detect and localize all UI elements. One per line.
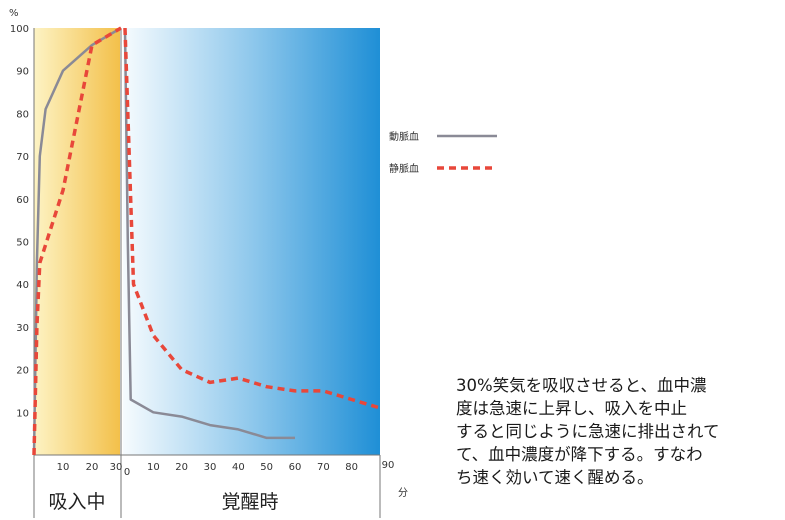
caption-line: 度は急速に上昇し、吸入を中止 — [456, 399, 687, 418]
awakening-background — [123, 28, 380, 455]
x-tick-label: 20 — [175, 462, 188, 473]
y-tick-label: 70 — [16, 152, 29, 163]
y-tick-label: 60 — [16, 195, 29, 206]
x-tick-label: 50 — [260, 462, 273, 473]
y-tick-labels: 10 20 30 40 50 60 70 80 90 100 — [10, 24, 29, 419]
x-tick-label: 10 — [147, 462, 160, 473]
y-tick-label: 80 — [16, 109, 29, 120]
x-tick-label: 90 — [382, 460, 395, 471]
x-tick-label: 40 — [232, 462, 245, 473]
x-tick-label: 10 — [57, 462, 70, 473]
caption-line: 30%笑気を吸収させると、血中濃 — [456, 376, 707, 395]
venous-line-inhalation — [32, 26, 122, 456]
y-tick-label: 40 — [16, 280, 29, 291]
y-tick-label: 50 — [16, 238, 29, 249]
y-tick-label: 20 — [16, 366, 29, 377]
x-tick-label: 80 — [345, 462, 358, 473]
legend-label-arterial: 動脈血 — [389, 130, 419, 143]
caption-line: ち速く効いて速く醒める。 — [456, 468, 654, 487]
x-tick-label: 20 — [86, 462, 99, 473]
x-tick-label: 30 — [204, 462, 217, 473]
y-tick-label: 10 — [16, 408, 29, 419]
inhalation-background — [34, 28, 120, 455]
y-tick-label: 30 — [16, 323, 29, 334]
x-tick-label: 60 — [289, 462, 302, 473]
arterial-line-awakening — [123, 27, 295, 440]
x-tick-label: 70 — [317, 462, 330, 473]
venous-line-awakening — [123, 27, 381, 410]
caption: 30%笑気を吸収させると、血中濃 度は急速に上昇し、吸入を中止 すると同じように… — [456, 374, 781, 489]
x-tick-label: 30 — [110, 462, 123, 473]
y-tick-label: 90 — [16, 67, 29, 78]
phase-label-awakening: 覚醒時 — [221, 491, 278, 513]
x-tick-label: 0 — [124, 467, 130, 478]
legend-label-venous: 静脈血 — [389, 162, 419, 175]
caption-line: て、血中濃度が降下する。すなわ — [456, 445, 703, 464]
phase-label-inhalation: 吸入中 — [48, 491, 105, 513]
x-tick-labels: 10 20 30 0 10 20 30 40 50 60 70 80 90 — [57, 460, 395, 478]
y-tick-label: 100 — [10, 24, 29, 35]
legend: 動脈血 静脈血 — [389, 130, 497, 175]
series-lines — [32, 26, 381, 456]
x-unit-label: 分 — [398, 487, 408, 499]
caption-line: すると同じように急速に排出されて — [456, 422, 720, 441]
arterial-line-inhalation — [32, 26, 122, 456]
y-unit-label: % — [9, 8, 19, 19]
